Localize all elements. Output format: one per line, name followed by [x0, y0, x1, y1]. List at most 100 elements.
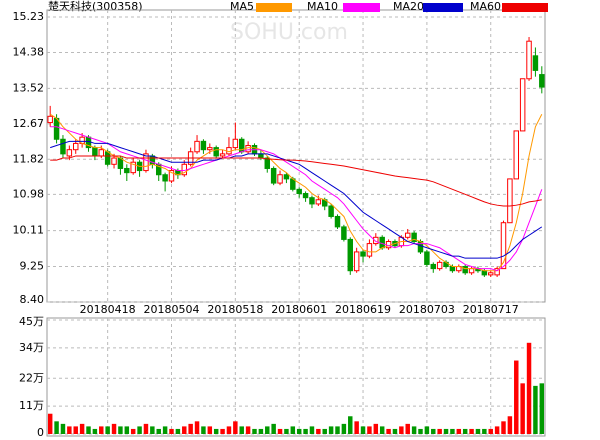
volume-bar	[450, 428, 455, 434]
candle-body	[194, 140, 200, 153]
volume-bar	[73, 426, 78, 434]
volume-bar	[239, 426, 244, 434]
candle-body	[404, 232, 411, 238]
volume-bar	[284, 428, 289, 434]
candle-body	[309, 197, 315, 205]
volume-bar	[188, 423, 193, 434]
chart-title: 楚天科技(300358)	[48, 0, 143, 13]
candle-body	[92, 147, 98, 157]
volume-bar	[488, 428, 493, 434]
x-tick-label: 20180504	[144, 303, 200, 316]
candle-body	[449, 266, 456, 272]
y-tick-label: 12.67	[13, 117, 45, 130]
candle-body	[60, 138, 66, 155]
volume-bar	[475, 428, 481, 434]
volume-bar	[341, 423, 347, 434]
volume-bar	[526, 342, 532, 434]
volume-bar	[194, 421, 200, 434]
candle-body	[124, 167, 130, 174]
x-tick-label: 20180717	[463, 303, 519, 316]
volume-bar	[162, 426, 168, 434]
y-tick-label: 10.98	[13, 187, 45, 200]
volume-bar	[296, 428, 302, 434]
volume-bar	[118, 426, 123, 434]
volume-bar	[175, 428, 181, 434]
candle-body	[213, 147, 219, 157]
legend-label: MA20	[393, 0, 424, 13]
x-tick-label: 20180619	[335, 303, 391, 316]
y-tick-label: 15.23	[13, 10, 45, 23]
volume-bar	[494, 426, 500, 434]
candle-body	[424, 251, 430, 265]
y-tick-label: 13.52	[13, 81, 45, 94]
volume-bar	[60, 423, 66, 434]
volume-bar	[220, 428, 225, 434]
candle-body	[462, 266, 468, 274]
volume-bar	[328, 426, 334, 434]
candle-body	[487, 272, 494, 276]
volume-bar	[124, 426, 130, 434]
volume-bar	[411, 426, 417, 434]
volume-bar	[150, 426, 155, 434]
volume-bar	[443, 428, 449, 434]
candle-body	[296, 188, 302, 195]
candle-body	[207, 147, 213, 151]
x-tick-label: 20180703	[399, 303, 455, 316]
y-tick-label: 11.82	[13, 152, 45, 165]
volume-bar	[539, 383, 545, 434]
candle-body	[162, 174, 168, 182]
volume-bar	[67, 426, 72, 434]
volume-bar	[233, 421, 238, 434]
y-tick-label: 8.40	[20, 293, 45, 306]
volume-bar	[405, 423, 410, 434]
volume-bar	[105, 426, 110, 434]
volume-bar	[354, 421, 359, 434]
candle-body	[302, 193, 309, 199]
candle-body	[507, 178, 513, 224]
candle-body	[72, 142, 79, 151]
volume-bar	[322, 428, 327, 434]
volume-bar	[271, 423, 276, 434]
ma-line	[50, 140, 543, 259]
volume-bar	[456, 428, 462, 434]
volume-bar	[424, 426, 430, 434]
legend-label: MA60	[470, 0, 501, 13]
candle-body	[494, 268, 500, 276]
volume-bar	[399, 426, 404, 434]
volume-bar	[462, 428, 468, 434]
volume-bar	[137, 426, 142, 434]
candle-body	[200, 140, 207, 151]
candle-body	[334, 215, 341, 228]
y-tick-label: 9.25	[20, 260, 45, 273]
volume-bar	[309, 426, 315, 434]
volume-bar	[520, 383, 525, 434]
volume-bar	[207, 426, 213, 434]
candle-body	[245, 145, 251, 153]
candle-body	[277, 174, 283, 184]
volume-bar	[290, 426, 296, 434]
ma-line	[49, 113, 543, 272]
volume-bar	[386, 428, 391, 434]
y-tick-label: 10.11	[13, 224, 45, 237]
volume-bar	[277, 428, 283, 434]
candle-body	[526, 40, 532, 80]
candle-body	[111, 157, 117, 165]
volume-bar	[316, 428, 321, 434]
volume-bar	[245, 426, 251, 434]
volume-bar	[79, 423, 85, 434]
candle-body	[436, 261, 443, 270]
candle-body	[315, 199, 322, 205]
candle-body	[353, 251, 360, 272]
candle-body	[143, 153, 149, 172]
volume-bar	[431, 428, 436, 434]
y-tick-label: 45万	[19, 315, 44, 328]
y-tick-label: 11万	[19, 399, 44, 412]
volume-bar	[169, 428, 174, 434]
volume-bar	[335, 426, 340, 434]
candle-body	[130, 161, 136, 174]
volume-bar	[533, 385, 538, 434]
candle-body	[66, 149, 73, 157]
volume-bar	[507, 416, 513, 434]
candle-body	[104, 151, 111, 165]
